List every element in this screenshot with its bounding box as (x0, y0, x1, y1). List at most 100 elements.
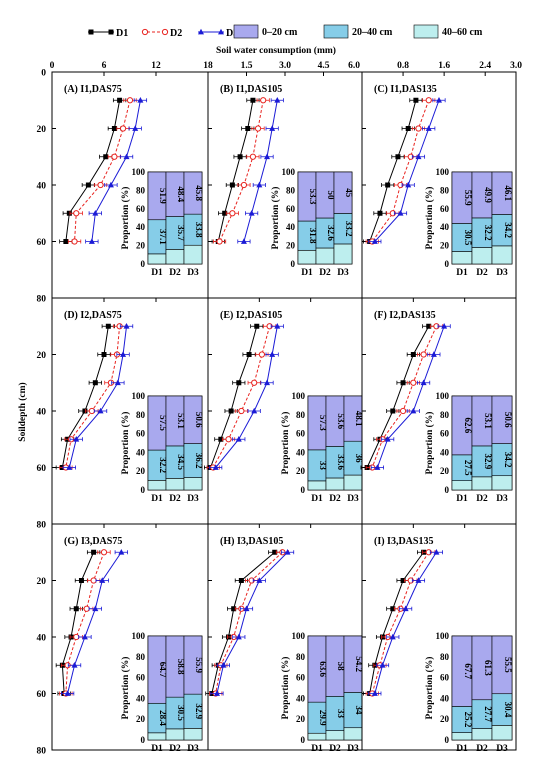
bar-segment-40-60 (315, 247, 335, 265)
bar-label-0-20: 55.9 (463, 190, 473, 206)
data-point-D2 (254, 125, 262, 132)
inset-category-label: D1 (151, 268, 163, 278)
data-point-D2 (229, 210, 236, 217)
inset-y-tick-label: 0 (301, 735, 306, 745)
inset-y-label: Proportion (%) (424, 657, 435, 720)
series-line-D2 (74, 100, 131, 242)
bar-label-0-20: 54.2 (354, 656, 364, 672)
series-line-D2 (371, 326, 437, 468)
series-line-D1 (61, 552, 95, 694)
bar-label-20-40: 32.9 (483, 454, 493, 470)
bar-segment-40-60 (491, 475, 513, 491)
data-point-D1 (82, 408, 88, 414)
y-tick-label: 40 (37, 634, 47, 644)
bar-segment-0-20 (491, 635, 513, 695)
inset-category-label: D1 (311, 494, 323, 504)
proportion-inset: 0 20 40 60 80 100 Proportion (%) 63.6 29.9 D1 58 33… (280, 631, 364, 754)
inset-y-tick-label: 40 (440, 222, 450, 232)
series-line-D3 (91, 100, 141, 242)
bar-label-20-40: 34 (354, 706, 364, 716)
data-point-D3 (371, 690, 378, 696)
proportion-inset: 0 20 40 60 80 100 Proportion (%) 57.5 32.2 D1 53.1… (120, 391, 204, 504)
data-point-D3 (99, 577, 106, 583)
bar-segment-0-20 (491, 395, 513, 444)
y-tick-label: 80 (37, 747, 47, 757)
inset-category-label: D2 (319, 268, 331, 278)
data-point-D1 (245, 126, 251, 131)
inset-y-tick-label: 40 (296, 693, 306, 703)
data-point-D1 (101, 352, 107, 357)
data-point-D2 (258, 351, 265, 358)
data-point-D1 (66, 210, 72, 216)
data-point-D1 (78, 578, 84, 583)
bar-label-0-20: 53.6 (336, 413, 346, 429)
data-point-D3 (269, 125, 276, 131)
bar-label-20-40: 33.8 (194, 222, 204, 238)
inset-y-tick-label: 80 (296, 652, 306, 662)
series-line-D3 (67, 551, 122, 694)
inset-y-tick-label: 100 (436, 631, 450, 641)
bar-label-0-20: 51.9 (158, 188, 168, 204)
bar-label-20-40: 32.2 (483, 225, 493, 241)
bar-segment-40-60 (183, 244, 203, 265)
data-point-D3 (132, 125, 139, 131)
inset-y-tick-label: 20 (296, 714, 306, 724)
data-point-D3 (420, 379, 427, 386)
data-point-D3 (264, 379, 271, 386)
data-point-D3 (97, 407, 104, 414)
inset-category-label: D1 (151, 494, 163, 504)
data-point-D2 (100, 549, 108, 556)
data-point-D2 (410, 379, 417, 386)
bar-label-0-20: 67.7 (463, 663, 473, 679)
inset-category-label: D1 (311, 744, 323, 754)
data-point-D2 (216, 238, 223, 245)
inset-y-tick-label: 60 (136, 429, 146, 439)
y-tick-label: 20 (37, 351, 47, 361)
y-tick-label: 20 (37, 577, 47, 587)
data-point-D1 (92, 380, 98, 386)
inset-y-tick-label: 0 (141, 735, 146, 745)
data-point-D3 (107, 181, 114, 188)
inset-category-label: D3 (496, 494, 508, 504)
bar-label-0-20: 55.9 (194, 657, 204, 673)
bar-label-20-40: 35.7 (176, 225, 186, 241)
data-point-D2 (73, 633, 80, 641)
inset-y-tick-label: 60 (136, 204, 146, 214)
data-point-D1 (390, 606, 396, 612)
bar-segment-0-20 (183, 171, 203, 215)
bar-label-20-40: 34.2 (503, 452, 513, 468)
series-line-D2 (371, 100, 430, 242)
data-point-D3 (410, 407, 417, 414)
inset-y-tick-label: 40 (136, 447, 146, 457)
data-point-D3 (64, 690, 71, 696)
inset-category-label: D2 (329, 744, 341, 754)
data-point-D2 (73, 210, 80, 217)
bar-segment-40-60 (343, 727, 363, 741)
data-point-D2 (240, 181, 248, 189)
inset-y-tick-label: 80 (440, 652, 450, 662)
legend-layer-label-1: 20–40 cm (352, 27, 393, 38)
data-point-D1 (390, 408, 396, 414)
inset-category-label: D2 (476, 268, 488, 278)
bar-segment-40-60 (147, 732, 167, 741)
x-tick-label: 0 (50, 61, 55, 71)
bar-segment-40-60 (307, 732, 327, 741)
bar-label-0-20: 45 (344, 188, 354, 198)
inset-category-label: D2 (329, 494, 341, 504)
bar-label-20-40: 25.2 (463, 712, 473, 728)
inset-y-tick-label: 100 (132, 631, 146, 641)
inset-y-tick-label: 40 (440, 447, 450, 457)
series-line-D3 (68, 326, 128, 468)
inset-category-label: D2 (476, 744, 488, 754)
inset-y-tick-label: 80 (440, 185, 450, 195)
data-point-D3 (120, 351, 127, 357)
data-point-D3 (123, 323, 130, 329)
panel-4: (E) I2,DAS105 0 20 40 60 80 100 Proportion (%) 5… (204, 297, 364, 525)
series-line-D2 (212, 326, 271, 468)
y-tick-label: 0 (41, 69, 46, 79)
legend-label-D3: D3 (226, 28, 238, 39)
bar-label-0-20: 55.5 (503, 657, 513, 673)
panel-title: (C) I1,DAS135 (374, 84, 437, 95)
